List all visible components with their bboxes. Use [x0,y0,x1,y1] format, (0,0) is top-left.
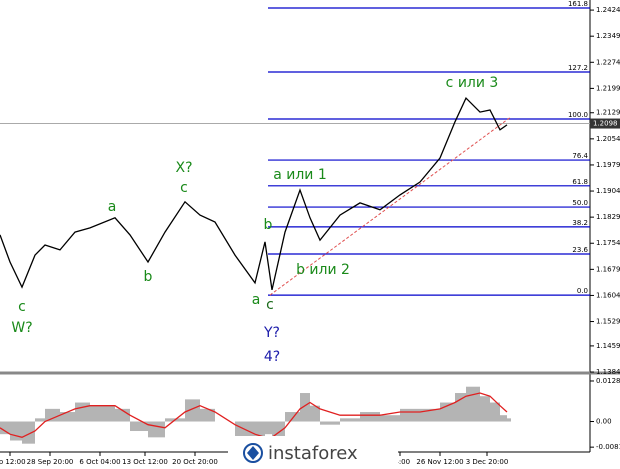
histogram-bar [60,412,75,422]
wave-label: b [144,269,153,285]
fib-label: 38.2 [572,219,588,227]
histogram-bar [35,418,45,422]
y-tick-label: 1.1904 [596,187,620,195]
watermark-icon [243,443,263,463]
x-tick-label: 26 Nov 12:00 [416,458,463,466]
watermark: instaforex [228,436,398,469]
histogram-bar [22,421,35,444]
histogram-bar [420,408,440,422]
y-tick-label: 1.1459 [596,342,620,350]
histogram-bar [45,408,60,422]
fib-label: 100.0 [568,111,588,119]
y-tick-label: 1.1384 [596,368,620,376]
histogram-bar [130,421,148,432]
histogram-bar [75,402,90,422]
y-tick-label: 1.1829 [596,213,620,221]
histogram-bar [320,421,340,425]
x-tick-label: 3 Dec 20:00 [466,458,509,466]
histogram-bar [360,412,380,422]
histogram-bar [0,421,10,435]
histogram-bar [185,399,200,422]
y-tick-label: 1.2274 [596,58,620,66]
wave-label: c [180,180,188,196]
histogram-bar [200,408,215,422]
wave-label: c [18,299,26,315]
y-tick-label: 1.1754 [596,239,620,247]
x-tick-label: ep 12:00 [0,458,26,466]
wave-label: a или 1 [273,167,327,183]
wave-label: b [264,217,273,233]
fib-label: 161.8 [568,0,588,8]
wave-label: W? [11,320,32,336]
wave-label: a [108,199,117,215]
watermark-icon-mark [247,446,259,460]
x-tick-label: 28 Sep 20:00 [27,458,74,466]
wave-label: X? [175,160,192,176]
histogram-bar [255,421,265,447]
fib-label: 0.0 [577,287,588,295]
fib-label: 61.8 [572,178,588,186]
y-tick-label: 1.2199 [596,84,620,92]
fib-label: 23.6 [572,246,588,254]
histogram-bar [265,421,272,435]
histogram-bar [115,408,130,422]
histogram-bar [90,405,115,422]
wave-label: Y? [263,325,280,341]
current-price-box [590,118,620,129]
watermark-text: instaforex [268,443,358,464]
y-tick-label: 1.2054 [596,135,620,143]
y-tick-label: 1.1529 [596,318,620,326]
y-tick-label: 1.2349 [596,32,620,40]
x-tick-label: 20 Oct 20:00 [172,458,218,466]
histogram-bar [490,402,500,422]
histogram-bar [285,412,300,422]
current-price-label: 1.2098 [593,120,618,128]
histogram-bar [300,393,310,422]
y-tick-label: 1.2424 [596,6,620,14]
fib-label: 50.0 [572,199,588,207]
wave-label: a [252,292,261,308]
histogram-bar [455,393,466,422]
y-tick-label: 0.00 [596,418,612,426]
y-tick-label: 1.2129 [596,109,620,117]
wave-label: b или 2 [296,262,350,278]
histogram-bar [310,405,320,422]
histogram-bar [10,421,22,441]
y-tick-label: 0.01281 [596,377,620,385]
histogram-bar [500,415,507,422]
price-line [0,96,508,291]
x-tick-label: 13 Oct 12:00 [122,458,168,466]
y-tick-label: 1.1979 [596,161,620,169]
histogram-bar [466,386,480,422]
x-tick-label: 04:00 [390,458,410,466]
wave-label: c или 3 [446,75,499,91]
y-tick-label: 1.1604 [596,291,620,299]
histogram-bar [272,421,285,441]
histogram-bar [400,408,420,422]
x-tick-label: 6 Oct 04:00 [79,458,120,466]
histogram-bar [380,415,400,422]
fib-label: 76.4 [572,152,588,160]
fib-label: 127.2 [568,64,588,72]
wave-label: c [266,297,274,313]
histogram-bar [507,418,511,422]
histogram-bar [148,421,165,438]
y-tick-label: -0.0081 [596,443,620,451]
y-tick-label: 1.1679 [596,265,620,273]
histogram-bar [480,396,490,422]
histogram-bar [340,418,360,422]
wave-label: 4? [264,349,280,365]
